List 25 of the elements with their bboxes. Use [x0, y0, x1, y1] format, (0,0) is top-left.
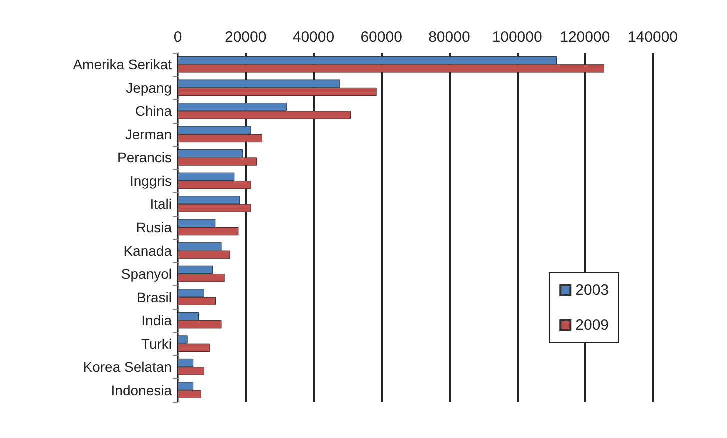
y-tick-label: Indonesia — [111, 382, 172, 398]
y-tick-label: China — [135, 103, 172, 120]
x-tick-label: 0 — [174, 29, 182, 46]
x-tick-label: 40000 — [292, 29, 335, 46]
x-tick-label: 20000 — [225, 29, 267, 46]
y-tick-label: Korea Selatan — [83, 359, 172, 376]
x-tick-label: 120000 — [560, 29, 610, 46]
legend-label: 2003 — [576, 282, 610, 299]
y-tick-label: Kanada — [124, 242, 172, 259]
legend-label: 2009 — [576, 317, 610, 334]
x-tick-label: 140000 — [628, 29, 678, 46]
y-tick-label: Jepang — [126, 80, 172, 96]
y-tick-label: Brasil — [136, 289, 172, 306]
y-tick-label: Turki — [141, 336, 172, 352]
x-tick-label: 80000 — [428, 29, 470, 46]
y-tick-label: Perancis — [118, 150, 172, 166]
x-tick-label: 60000 — [360, 29, 402, 46]
y-tick-label: Jerman — [125, 126, 172, 142]
y-tick-label: Amerika Serikat — [73, 56, 172, 73]
y-tick-label: Spanyol — [121, 266, 172, 282]
x-tick-label: 100000 — [492, 29, 542, 46]
y-tick-label: India — [142, 312, 172, 329]
y-tick-label: Itali — [150, 196, 172, 212]
y-tick-label: Inggris — [130, 172, 172, 189]
y-tick-label: Rusia — [136, 220, 172, 236]
